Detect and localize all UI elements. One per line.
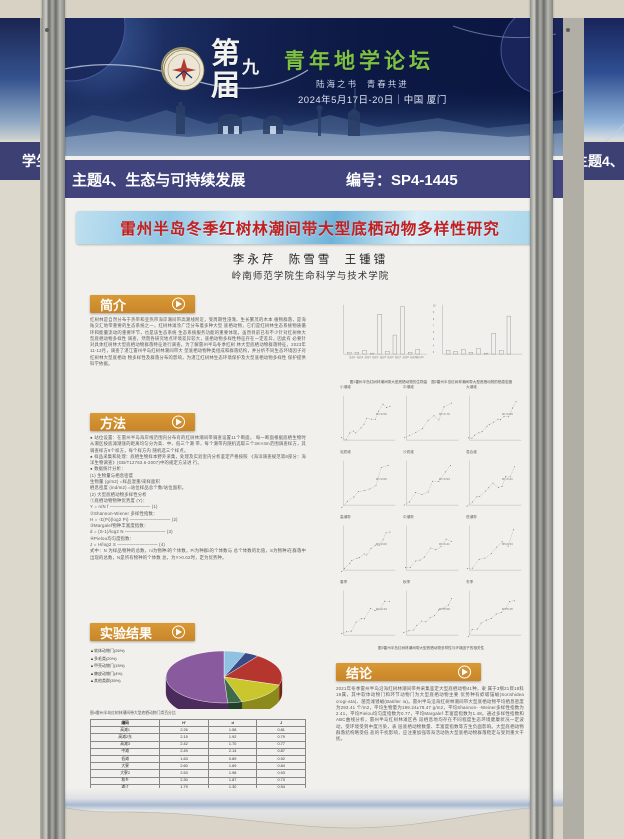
svg-text:7: 7 [433, 326, 435, 328]
svg-text:站位4: 站位4 [372, 355, 379, 359]
svg-text:站位5: 站位5 [380, 355, 387, 359]
svg-text:8: 8 [433, 319, 435, 321]
svg-text:站位6: 站位6 [387, 355, 394, 359]
svg-text:站位10: 站位10 [416, 355, 424, 359]
svg-text:10: 10 [433, 306, 436, 308]
svg-text:3: 3 [433, 352, 435, 354]
svg-text:站位1: 站位1 [349, 355, 356, 359]
svg-text:6: 6 [433, 332, 435, 334]
svg-text:站位8: 站位8 [403, 355, 410, 359]
svg-text:4: 4 [433, 346, 435, 348]
svg-text:站位3: 站位3 [365, 355, 372, 359]
svg-text:5: 5 [433, 339, 435, 341]
svg-text:站位7: 站位7 [395, 355, 402, 359]
svg-text:站位2: 站位2 [357, 355, 364, 359]
svg-text:9: 9 [433, 312, 435, 314]
